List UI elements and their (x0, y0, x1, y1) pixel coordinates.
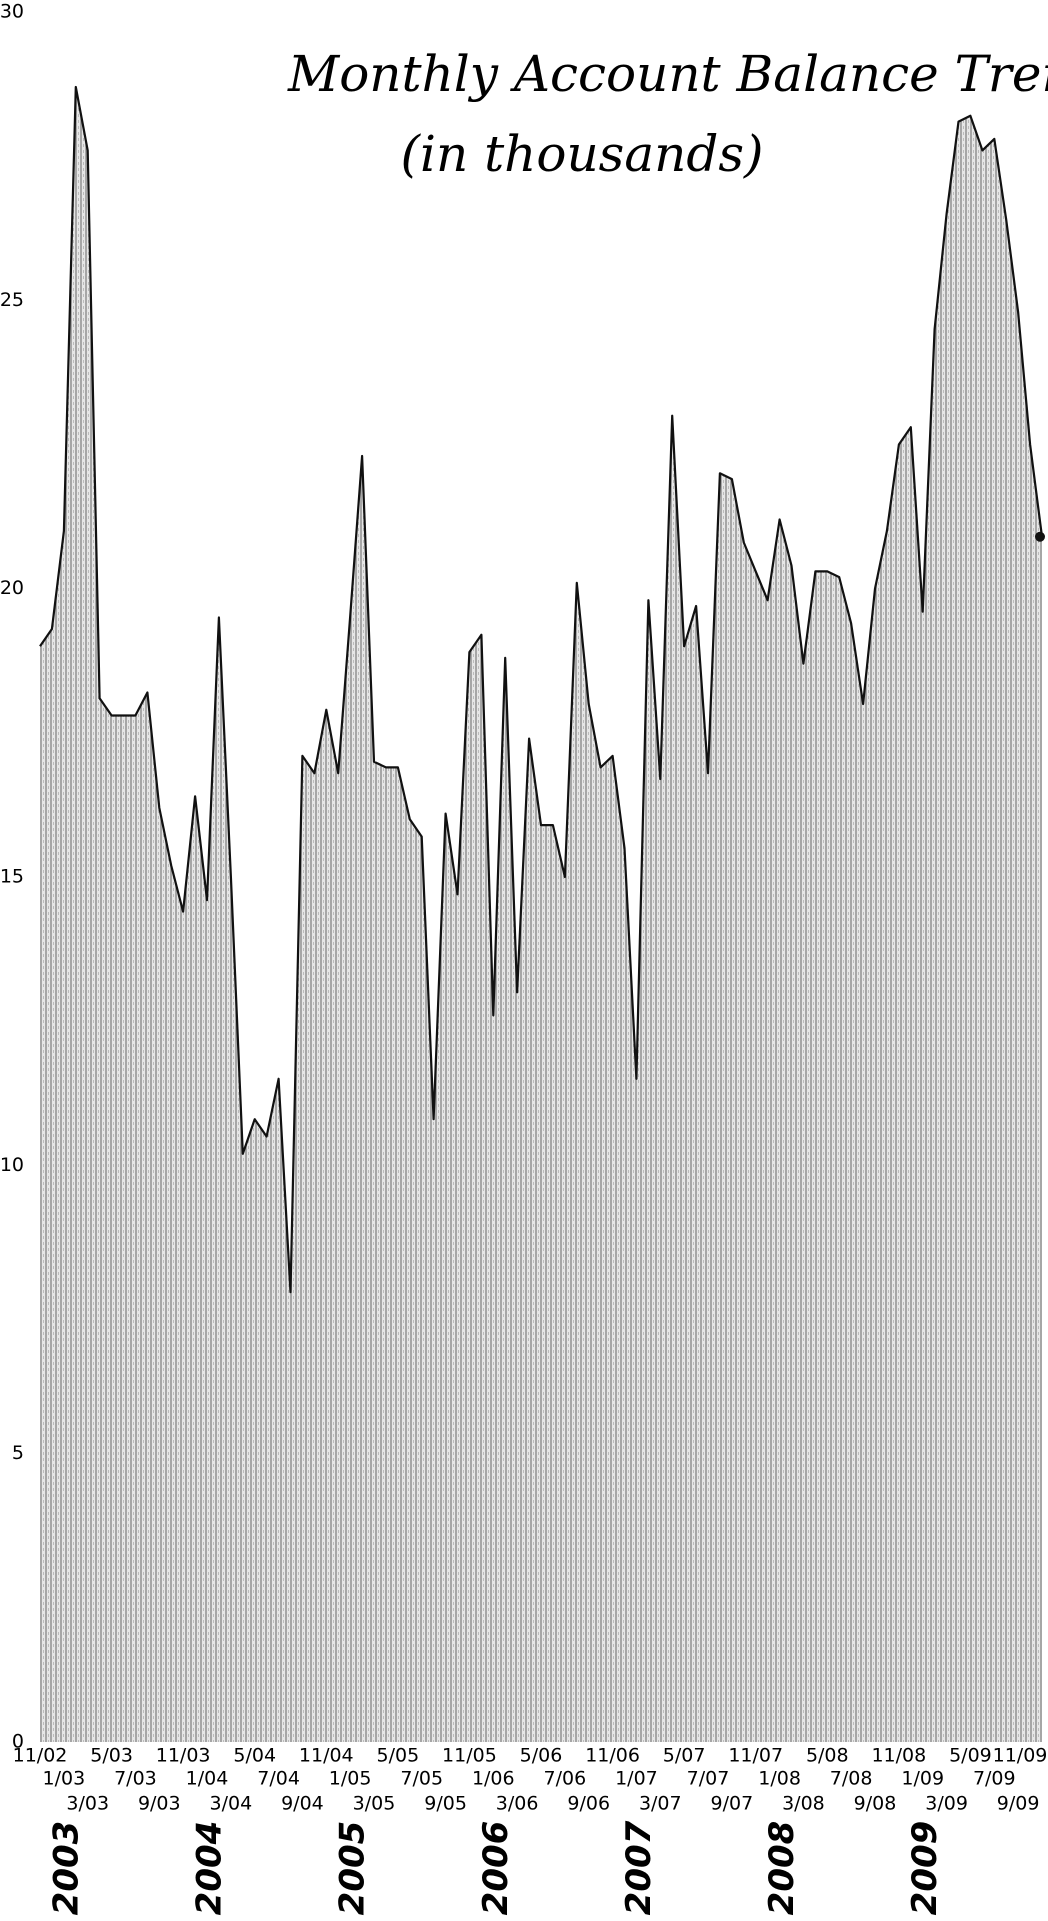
x-tick-label: 5/07 (663, 1745, 706, 1767)
x-tick-label: 1/03 (43, 1768, 86, 1790)
x-tick-label: 9/04 (281, 1793, 324, 1815)
x-tick-label: 5/06 (520, 1745, 563, 1767)
year-label: 2008 (762, 1821, 802, 1916)
x-tick-label: 11/08 (871, 1745, 926, 1767)
x-tick-label: 1/04 (186, 1768, 229, 1790)
year-label: 2003 (46, 1821, 86, 1916)
x-tick-label: 1/08 (758, 1768, 801, 1790)
x-tick-label: 1/06 (472, 1768, 515, 1790)
x-tick-label: 7/03 (114, 1768, 157, 1790)
y-tick-label: 30 (0, 1, 24, 23)
x-tick-label: 7/08 (830, 1768, 873, 1790)
y-tick-label: 15 (0, 866, 24, 888)
year-label: 2004 (190, 1821, 230, 1916)
x-tick-label: 11/09 (993, 1745, 1048, 1767)
area (40, 87, 1042, 1742)
y-tick-label: 20 (0, 577, 24, 599)
x-tick-label: 9/06 (567, 1793, 610, 1815)
x-tick-label: 3/07 (639, 1793, 682, 1815)
x-tick-label: 5/09 (949, 1745, 992, 1767)
y-tick-label: 5 (12, 1442, 24, 1464)
x-tick-label: 3/05 (353, 1793, 396, 1815)
year-label: 2007 (619, 1820, 659, 1915)
end-point (1035, 531, 1045, 542)
x-tick-label: 11/02 (13, 1745, 68, 1767)
chart-subtitle: (in thousands) (400, 125, 763, 183)
year-label: 2006 (476, 1821, 516, 1916)
x-tick-label: 7/07 (687, 1768, 730, 1790)
x-tick-label: 11/06 (585, 1745, 640, 1767)
x-tick-label: 3/08 (782, 1793, 825, 1815)
x-tick-label: 9/05 (424, 1793, 467, 1815)
x-tick-label: 11/05 (442, 1745, 497, 1767)
x-tick-label: 5/04 (233, 1745, 276, 1767)
x-tick-label: 11/04 (299, 1745, 354, 1767)
x-tick-label: 1/09 (901, 1768, 944, 1790)
y-tick-label: 25 (0, 289, 24, 311)
y-tick-label: 10 (0, 1154, 24, 1176)
x-tick-label: 5/08 (806, 1745, 849, 1767)
x-tick-label: 9/07 (711, 1793, 754, 1815)
x-tick-label: 11/03 (156, 1745, 211, 1767)
x-tick-label: 7/04 (257, 1768, 300, 1790)
x-tick-label: 9/08 (854, 1793, 897, 1815)
x-tick-label: 3/03 (66, 1793, 109, 1815)
x-tick-label: 3/04 (210, 1793, 253, 1815)
y-tick-label: 0 (12, 1731, 24, 1753)
x-tick-label: 7/06 (544, 1768, 587, 1790)
x-tick-label: 1/07 (615, 1768, 658, 1790)
x-tick-label: 11/07 (728, 1745, 783, 1767)
x-tick-label: 3/06 (496, 1793, 539, 1815)
year-label: 2005 (333, 1821, 373, 1916)
x-tick-label: 9/03 (138, 1793, 181, 1815)
x-tick-label: 7/05 (400, 1768, 443, 1790)
x-tick-label: 5/03 (90, 1745, 133, 1767)
chart-title: Monthly Account Balance Trend (287, 45, 1048, 103)
x-tick-label: 9/09 (997, 1793, 1040, 1815)
x-tick-label: 3/09 (925, 1793, 968, 1815)
year-label: 2009 (905, 1821, 945, 1916)
x-tick-label: 1/05 (329, 1768, 372, 1790)
x-tick-label: 5/05 (377, 1745, 420, 1767)
line (39, 85, 1044, 1294)
x-tick-label: 7/09 (973, 1768, 1016, 1790)
